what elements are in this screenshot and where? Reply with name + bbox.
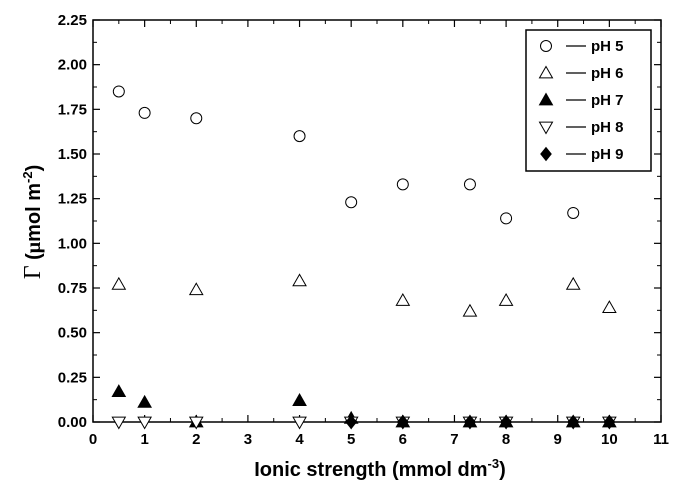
data-point-ph-5 <box>345 196 358 209</box>
x-tick-label: 8 <box>502 431 510 448</box>
data-point-ph-9 <box>464 414 476 430</box>
x-tick-label: 5 <box>347 431 355 448</box>
y-tick-label: 2.25 <box>58 12 87 29</box>
data-point-ph-5 <box>293 130 306 143</box>
x-tick-label: 0 <box>89 431 97 448</box>
x-tick-label: 4 <box>295 431 304 448</box>
data-point-ph-9 <box>500 414 512 430</box>
data-point-ph-6 <box>111 276 127 290</box>
data-point-ph-6 <box>395 293 411 306</box>
data-point-ph-6 <box>462 303 478 317</box>
legend-label-ph-8: pH 8 <box>591 119 624 136</box>
data-point-ph-5 <box>500 212 513 225</box>
legend-label-ph-6: pH 6 <box>591 65 624 82</box>
data-point-ph-8 <box>292 416 307 430</box>
data-point-ph-8 <box>111 416 127 430</box>
data-point-ph-5 <box>396 178 409 191</box>
y-tick-label: 0.25 <box>58 369 87 386</box>
data-point-ph-6 <box>498 293 514 306</box>
y-tick-label: 1.50 <box>58 146 87 163</box>
data-points <box>111 85 617 430</box>
y-tick-label: 1.25 <box>58 191 87 208</box>
legend-marker-ph-5 <box>540 40 552 52</box>
y-axis-title: Γ (μmol m-2) <box>20 165 46 280</box>
y-tick-labels: 0.00 0.25 0.50 0.75 1.00 1.25 1.50 1.75 2.00 2.25 <box>58 12 87 431</box>
data-point-ph-9 <box>567 414 580 430</box>
data-point-ph-7 <box>137 394 153 408</box>
data-point-ph-5 <box>463 178 476 191</box>
data-point-ph-7 <box>111 384 127 397</box>
x-tick-label: 9 <box>554 431 562 448</box>
data-point-ph-9 <box>345 414 358 430</box>
data-point-ph-8 <box>188 416 204 430</box>
y-tick-label: 0.00 <box>58 414 87 431</box>
legend-marker-ph-7 <box>538 92 554 106</box>
data-point-ph-6 <box>565 276 581 290</box>
x-tick-label: 11 <box>653 431 669 448</box>
x-tick-label: 2 <box>192 431 200 448</box>
x-tick-labels: 0 1 2 3 4 5 6 7 8 9 10 11 <box>89 431 669 448</box>
legend-marker-ph-9 <box>540 146 552 162</box>
data-point-ph-9 <box>396 414 409 430</box>
x-tick-label: 1 <box>140 431 148 448</box>
data-point-ph-5 <box>138 106 151 119</box>
x-tick-label: 3 <box>244 431 252 448</box>
legend: pH 5 pH 6 pH 7 pH 8 pH 9 <box>525 29 652 172</box>
y-tick-label: 1.00 <box>58 235 87 252</box>
legend-items: pH 5 pH 6 pH 7 pH 8 pH 9 <box>538 38 624 163</box>
y-tick-label: 0.75 <box>58 280 87 297</box>
y-tick-label: 0.50 <box>58 325 87 342</box>
data-point-ph-5 <box>567 206 580 219</box>
data-point-ph-7 <box>292 393 307 406</box>
data-point-ph-6 <box>292 273 307 287</box>
data-point-ph-9 <box>603 414 616 430</box>
legend-marker-ph-6 <box>538 65 554 79</box>
x-tick-label: 6 <box>399 431 407 448</box>
data-point-ph-8 <box>137 416 153 430</box>
x-tick-label: 7 <box>450 431 458 448</box>
legend-label-ph-7: pH 7 <box>591 92 624 109</box>
data-point-ph-6 <box>601 300 617 314</box>
data-point-ph-6 <box>188 282 204 296</box>
x-tick-label: 10 <box>601 431 618 448</box>
legend-label-ph-9: pH 9 <box>591 146 624 163</box>
x-axis-title: Ionic strength (mmol dm-3) <box>254 456 506 481</box>
legend-label-ph-5: pH 5 <box>591 38 624 55</box>
y-tick-label: 2.00 <box>58 57 87 74</box>
legend-marker-ph-8 <box>538 121 554 135</box>
data-point-ph-5 <box>112 85 125 98</box>
data-point-ph-5 <box>190 112 203 125</box>
y-tick-label: 1.75 <box>58 101 87 118</box>
